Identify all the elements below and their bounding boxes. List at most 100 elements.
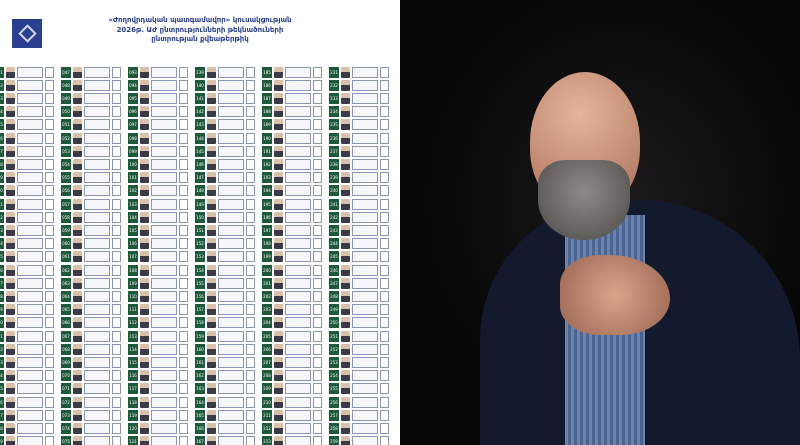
vote-checkbox[interactable] [246, 370, 255, 382]
vote-checkbox[interactable] [246, 317, 255, 329]
vote-checkbox[interactable] [246, 119, 255, 131]
vote-checkbox[interactable] [179, 172, 188, 184]
vote-checkbox[interactable] [45, 343, 54, 355]
vote-checkbox[interactable] [380, 158, 389, 170]
vote-checkbox[interactable] [313, 290, 322, 302]
vote-checkbox[interactable] [45, 251, 54, 263]
vote-checkbox[interactable] [380, 370, 389, 382]
vote-checkbox[interactable] [45, 409, 54, 421]
vote-checkbox[interactable] [112, 66, 121, 78]
vote-checkbox[interactable] [313, 158, 322, 170]
vote-checkbox[interactable] [45, 264, 54, 276]
vote-checkbox[interactable] [246, 290, 255, 302]
vote-checkbox[interactable] [179, 92, 188, 104]
vote-checkbox[interactable] [179, 356, 188, 368]
vote-checkbox[interactable] [380, 92, 389, 104]
vote-checkbox[interactable] [380, 436, 389, 445]
vote-checkbox[interactable] [112, 290, 121, 302]
vote-checkbox[interactable] [246, 185, 255, 197]
vote-checkbox[interactable] [313, 198, 322, 210]
vote-checkbox[interactable] [313, 172, 322, 184]
vote-checkbox[interactable] [179, 370, 188, 382]
vote-checkbox[interactable] [380, 238, 389, 250]
vote-checkbox[interactable] [112, 317, 121, 329]
vote-checkbox[interactable] [45, 79, 54, 91]
vote-checkbox[interactable] [313, 436, 322, 445]
vote-checkbox[interactable] [380, 356, 389, 368]
vote-checkbox[interactable] [45, 370, 54, 382]
vote-checkbox[interactable] [380, 132, 389, 144]
vote-checkbox[interactable] [246, 224, 255, 236]
vote-checkbox[interactable] [112, 119, 121, 131]
vote-checkbox[interactable] [112, 211, 121, 223]
vote-checkbox[interactable] [246, 106, 255, 118]
vote-checkbox[interactable] [313, 264, 322, 276]
vote-checkbox[interactable] [380, 172, 389, 184]
vote-checkbox[interactable] [313, 251, 322, 263]
vote-checkbox[interactable] [179, 66, 188, 78]
vote-checkbox[interactable] [112, 396, 121, 408]
vote-checkbox[interactable] [246, 79, 255, 91]
vote-checkbox[interactable] [112, 224, 121, 236]
vote-checkbox[interactable] [313, 238, 322, 250]
vote-checkbox[interactable] [313, 409, 322, 421]
vote-checkbox[interactable] [45, 436, 54, 445]
vote-checkbox[interactable] [112, 79, 121, 91]
vote-checkbox[interactable] [179, 409, 188, 421]
vote-checkbox[interactable] [112, 436, 121, 445]
vote-checkbox[interactable] [179, 290, 188, 302]
vote-checkbox[interactable] [112, 106, 121, 118]
vote-checkbox[interactable] [246, 396, 255, 408]
vote-checkbox[interactable] [313, 317, 322, 329]
vote-checkbox[interactable] [313, 211, 322, 223]
vote-checkbox[interactable] [112, 343, 121, 355]
vote-checkbox[interactable] [179, 119, 188, 131]
vote-checkbox[interactable] [380, 79, 389, 91]
vote-checkbox[interactable] [45, 304, 54, 316]
vote-checkbox[interactable] [45, 66, 54, 78]
vote-checkbox[interactable] [313, 343, 322, 355]
vote-checkbox[interactable] [313, 277, 322, 289]
vote-checkbox[interactable] [380, 396, 389, 408]
vote-checkbox[interactable] [380, 422, 389, 434]
vote-checkbox[interactable] [313, 224, 322, 236]
vote-checkbox[interactable] [246, 238, 255, 250]
vote-checkbox[interactable] [45, 172, 54, 184]
vote-checkbox[interactable] [313, 422, 322, 434]
vote-checkbox[interactable] [179, 106, 188, 118]
vote-checkbox[interactable] [313, 119, 322, 131]
vote-checkbox[interactable] [112, 92, 121, 104]
vote-checkbox[interactable] [380, 211, 389, 223]
vote-checkbox[interactable] [179, 158, 188, 170]
vote-checkbox[interactable] [45, 224, 54, 236]
vote-checkbox[interactable] [313, 356, 322, 368]
vote-checkbox[interactable] [112, 238, 121, 250]
vote-checkbox[interactable] [45, 422, 54, 434]
vote-checkbox[interactable] [313, 92, 322, 104]
vote-checkbox[interactable] [179, 211, 188, 223]
vote-checkbox[interactable] [45, 356, 54, 368]
vote-checkbox[interactable] [112, 330, 121, 342]
vote-checkbox[interactable] [179, 277, 188, 289]
vote-checkbox[interactable] [313, 66, 322, 78]
vote-checkbox[interactable] [313, 79, 322, 91]
vote-checkbox[interactable] [179, 238, 188, 250]
vote-checkbox[interactable] [179, 264, 188, 276]
vote-checkbox[interactable] [313, 330, 322, 342]
vote-checkbox[interactable] [179, 343, 188, 355]
vote-checkbox[interactable] [179, 330, 188, 342]
vote-checkbox[interactable] [246, 172, 255, 184]
vote-checkbox[interactable] [179, 396, 188, 408]
vote-checkbox[interactable] [45, 119, 54, 131]
vote-checkbox[interactable] [380, 304, 389, 316]
vote-checkbox[interactable] [45, 317, 54, 329]
vote-checkbox[interactable] [380, 343, 389, 355]
vote-checkbox[interactable] [380, 185, 389, 197]
vote-checkbox[interactable] [179, 383, 188, 395]
vote-checkbox[interactable] [246, 158, 255, 170]
vote-checkbox[interactable] [45, 92, 54, 104]
vote-checkbox[interactable] [246, 264, 255, 276]
vote-checkbox[interactable] [112, 172, 121, 184]
vote-checkbox[interactable] [179, 304, 188, 316]
vote-checkbox[interactable] [45, 396, 54, 408]
